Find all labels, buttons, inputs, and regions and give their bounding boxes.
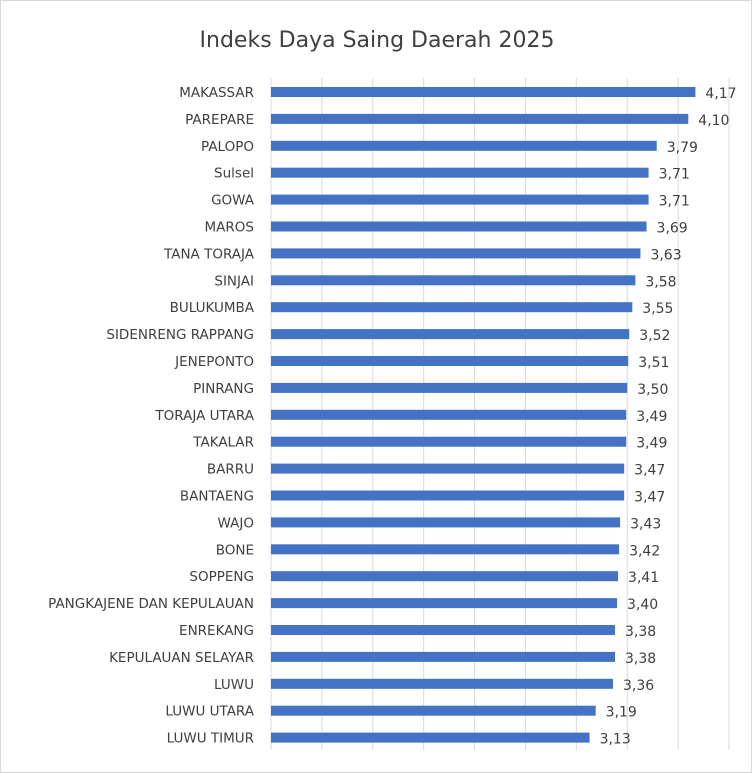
category-label: JENEPONTO xyxy=(174,354,254,370)
bar xyxy=(271,113,689,124)
data-label: 3,71 xyxy=(659,194,690,210)
data-label: 3,79 xyxy=(667,140,698,156)
data-label: 3,63 xyxy=(650,247,681,263)
category-label: BARRU xyxy=(207,462,254,478)
bar xyxy=(271,678,613,689)
category-label: LUWU UTARA xyxy=(165,704,254,720)
category-label: WAJO xyxy=(218,515,254,531)
category-label: BONE xyxy=(216,542,254,558)
data-label: 3,38 xyxy=(625,651,656,667)
bar xyxy=(271,302,633,313)
bar xyxy=(271,436,627,447)
category-label: PINRANG xyxy=(193,381,254,397)
bar xyxy=(271,167,649,178)
bar xyxy=(271,409,627,420)
bar xyxy=(271,705,596,716)
bar xyxy=(271,194,649,205)
bar xyxy=(271,275,636,286)
category-label: MAKASSAR xyxy=(179,85,254,101)
data-label: 3,43 xyxy=(630,516,661,532)
bar xyxy=(271,625,616,635)
data-label: 3,38 xyxy=(625,624,656,640)
data-labels: 4,17 4,103,79 3,71 3,71 3,69 3,63 3,58 3,55 3,52… xyxy=(600,86,737,748)
category-label: MAROS xyxy=(205,220,254,236)
data-label: 3,36 xyxy=(623,678,654,694)
category-label: SOPPENG xyxy=(189,569,254,585)
bar xyxy=(271,140,657,151)
data-label: 3,47 xyxy=(634,463,665,479)
category-label: BANTAENG xyxy=(180,489,254,505)
data-label: 3,69 xyxy=(657,221,688,237)
bar xyxy=(271,490,625,501)
category-label: PANGKAJENE DAN KEPULAUAN xyxy=(48,596,254,612)
bar xyxy=(271,732,590,743)
data-label: 3,52 xyxy=(639,328,670,344)
category-label: TORAJA UTARA xyxy=(154,408,254,424)
data-label: 3,49 xyxy=(636,409,667,425)
category-label: SINJAI xyxy=(214,273,254,289)
data-label: 3,40 xyxy=(627,597,658,613)
category-labels: MAKASSAR PAREPARE PALOPO Sulsel GOWA MAROS TAN… xyxy=(48,85,255,747)
category-label: Sulsel xyxy=(214,166,254,182)
category-label: TANA TORAJA xyxy=(163,246,255,262)
bar xyxy=(271,517,621,528)
bar xyxy=(271,329,630,340)
data-label: 3,50 xyxy=(637,382,668,398)
bar xyxy=(271,571,619,582)
data-label: 4,17 xyxy=(705,86,736,102)
category-label: SIDENRENG RAPPANG xyxy=(106,327,254,343)
category-label: KEPULAUAN SELAYAR xyxy=(109,650,254,666)
category-label: GOWA xyxy=(211,193,255,209)
data-label: 3,42 xyxy=(629,543,660,559)
bar xyxy=(271,248,641,259)
bar xyxy=(271,356,629,366)
data-label: 3,49 xyxy=(636,436,667,452)
bar xyxy=(271,463,625,474)
data-label: 3,13 xyxy=(600,732,631,748)
bar xyxy=(271,382,628,393)
bar xyxy=(271,221,647,232)
data-label: 3,51 xyxy=(638,355,669,371)
bar xyxy=(271,651,616,662)
bars xyxy=(271,87,696,743)
bar xyxy=(271,598,618,609)
data-label: 3,19 xyxy=(606,705,637,721)
chart-title: Indeks Daya Saing Daerah 2025 xyxy=(200,28,555,53)
data-label: 3,41 xyxy=(628,570,659,586)
data-label: 3,58 xyxy=(645,274,676,290)
data-label: 3,47 xyxy=(634,490,665,506)
bar xyxy=(271,544,620,555)
data-label: 3,71 xyxy=(659,167,690,183)
category-label: BULUKUMBA xyxy=(170,300,255,316)
data-label: 3,55 xyxy=(642,301,673,317)
category-label: PAREPARE xyxy=(185,112,254,128)
category-label: LUWU TIMUR xyxy=(167,731,254,747)
category-label: PALOPO xyxy=(201,139,254,155)
category-label: TAKALAR xyxy=(192,435,254,451)
bar xyxy=(271,87,696,97)
category-label: LUWU xyxy=(214,677,254,693)
category-label: ENREKANG xyxy=(179,623,254,639)
data-label: 4,10 xyxy=(698,113,729,129)
